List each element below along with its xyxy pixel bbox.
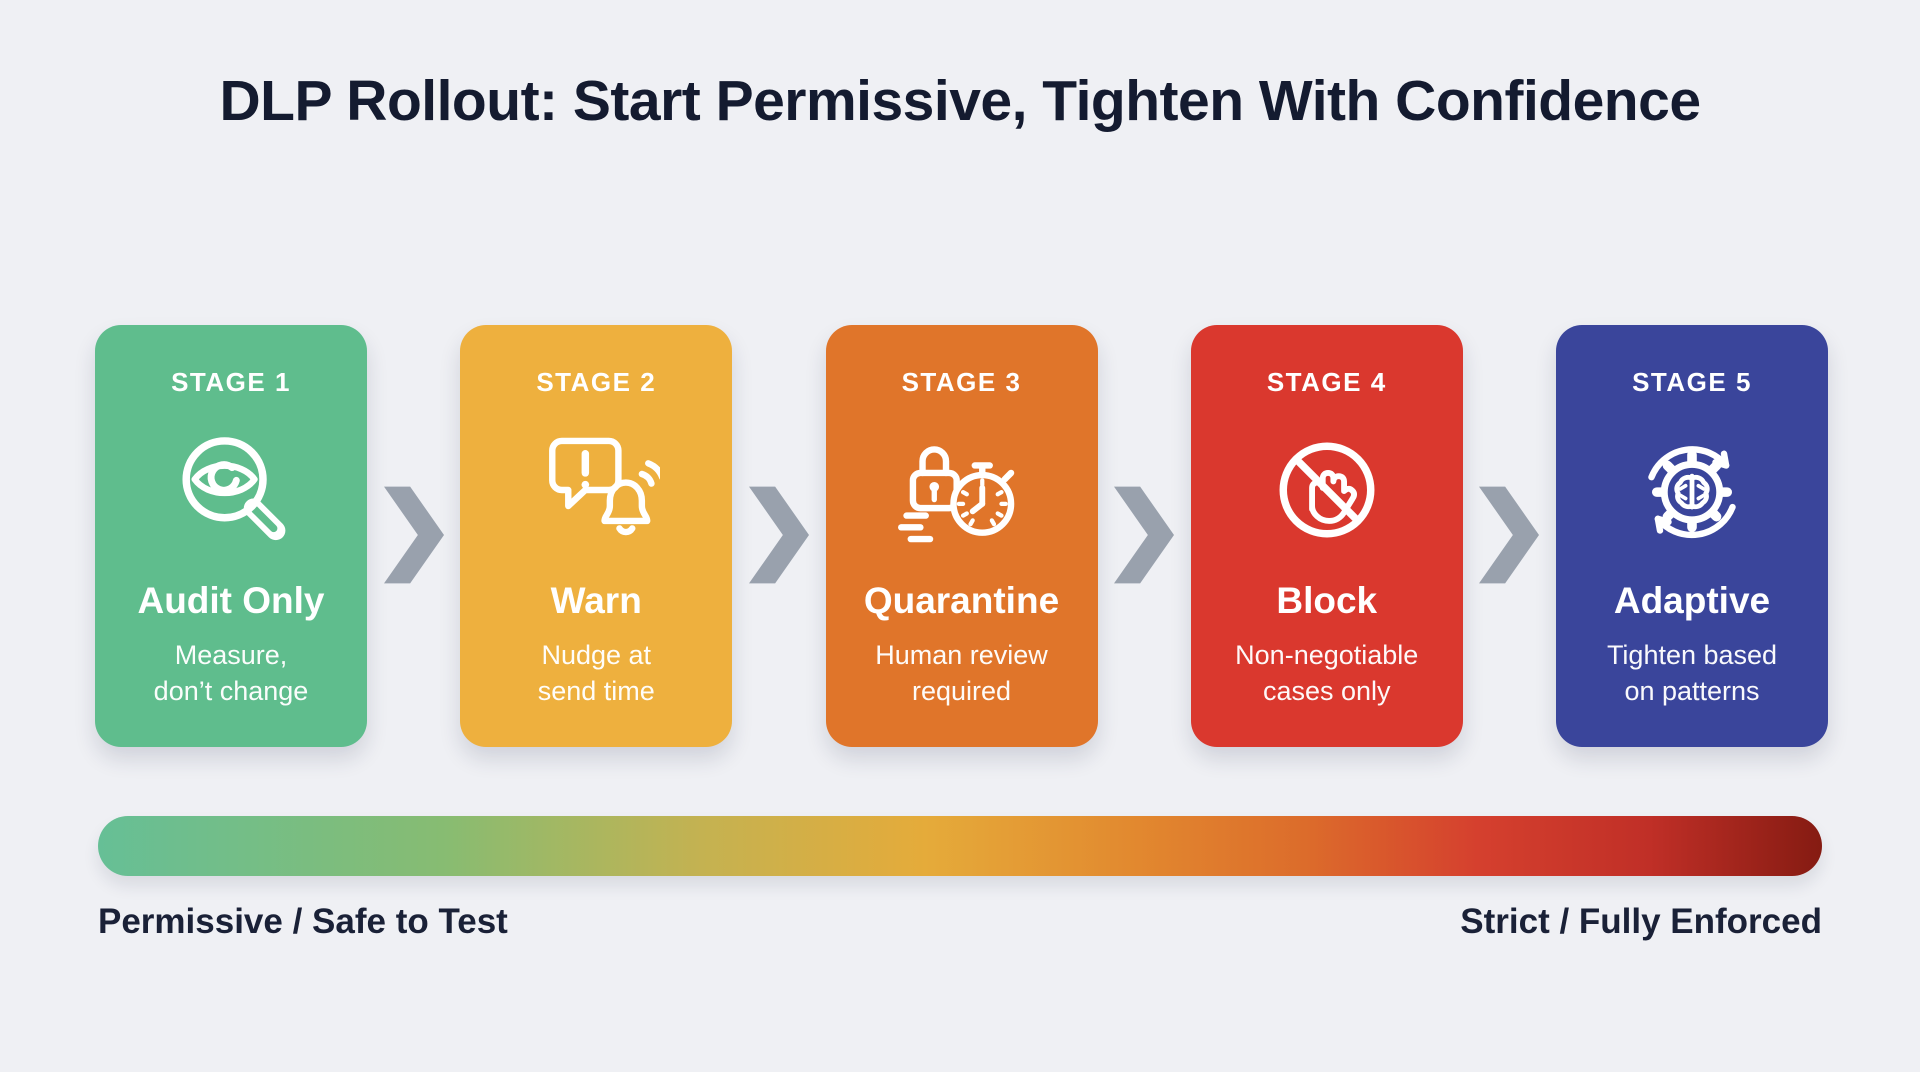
- stage-description: Nudge at send time: [537, 640, 655, 706]
- lock-stopwatch-icon: [897, 426, 1026, 554]
- stage-description: Measure, don’t change: [153, 640, 309, 706]
- page-title: DLP Rollout: Start Permissive, Tighten W…: [219, 69, 1701, 133]
- stage-number-label: STAGE 4: [1266, 367, 1387, 397]
- stage-title: Audit Only: [137, 580, 325, 621]
- chevron-right-icon: [383, 486, 444, 584]
- stage-card-warn: STAGE 2 Warn Nudge at send time: [460, 325, 733, 747]
- stage-card-adaptive: STAGE 5: [1556, 325, 1828, 747]
- gear-brain-cycle-icon: [1628, 426, 1756, 554]
- chevron-gap: [732, 325, 825, 747]
- scale-label-strict: Strict / Fully Enforced: [1460, 902, 1822, 941]
- stage-number-label: STAGE 1: [171, 367, 291, 397]
- stage-description: Tighten based on patterns: [1606, 640, 1778, 706]
- stage-title: Quarantine: [863, 580, 1060, 621]
- chevron-gap: [1463, 325, 1556, 747]
- scale-label-permissive: Permissive / Safe to Test: [98, 902, 508, 941]
- stage-number-label: STAGE 3: [901, 367, 1022, 397]
- stage-description: Non-negotiable cases only: [1235, 640, 1419, 706]
- chevron-right-icon: [748, 486, 809, 584]
- stage-title: Adaptive: [1613, 580, 1771, 621]
- chevron-right-icon: [1479, 486, 1540, 584]
- stage-description: Human review required: [875, 640, 1048, 706]
- alert-bubble-bell-icon: [532, 426, 661, 554]
- stage-number-label: STAGE 5: [1632, 367, 1752, 397]
- chevron-right-icon: [1114, 486, 1175, 584]
- stage-title: Warn: [550, 580, 642, 621]
- stage-number-label: STAGE 2: [536, 367, 657, 397]
- no-hand-icon: [1263, 426, 1391, 554]
- stage-row: STAGE 1 Audit Only Measure, don’t change…: [95, 325, 1828, 747]
- stage-title: Block: [1276, 580, 1378, 621]
- permissive-to-strict-gradient-bar: [98, 816, 1822, 876]
- stage-card-quarantine: STAGE 3: [825, 325, 1098, 747]
- chevron-gap: [367, 325, 460, 747]
- stage-card-block: STAGE 4 Block Non-negotiable cases only: [1190, 325, 1463, 747]
- chevron-gap: [1098, 325, 1191, 747]
- stage-card-audit-only: STAGE 1 Audit Only Measure, don’t change: [95, 325, 367, 747]
- magnifier-eye-icon: [167, 426, 295, 554]
